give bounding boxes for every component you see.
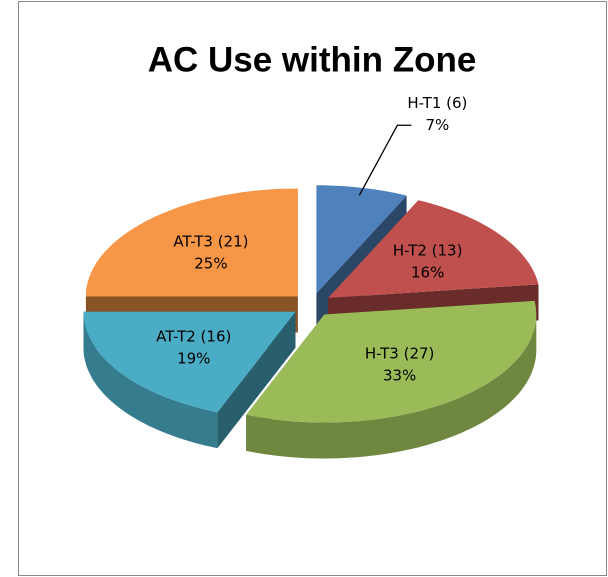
- slice-value-label: 16%: [411, 264, 444, 282]
- slice-wall: [246, 314, 537, 459]
- slice-value-label: 25%: [194, 255, 227, 273]
- slice-top: [246, 300, 537, 423]
- slice-label: AT-T3 (21): [173, 233, 248, 251]
- slice-top: [85, 188, 298, 297]
- slice-value-label: 7%: [425, 116, 449, 134]
- slice-label: H-T2 (13): [393, 242, 463, 260]
- slice-label: H-T3 (27): [365, 344, 435, 362]
- pie-slice: [246, 300, 537, 459]
- slice-value-label: 19%: [177, 349, 210, 367]
- slice-label: H-T1 (6): [407, 94, 467, 112]
- slice-label: AT-T2 (16): [156, 327, 231, 345]
- slice-top: [316, 185, 407, 294]
- leader-line: [358, 124, 412, 196]
- pie-slice: [83, 311, 296, 449]
- slice-value-label: 33%: [383, 366, 416, 384]
- slice-top: [328, 200, 539, 298]
- slice-wall: [83, 311, 218, 449]
- chart-title: AC Use within Zone: [148, 40, 477, 79]
- slice-top: [83, 311, 296, 413]
